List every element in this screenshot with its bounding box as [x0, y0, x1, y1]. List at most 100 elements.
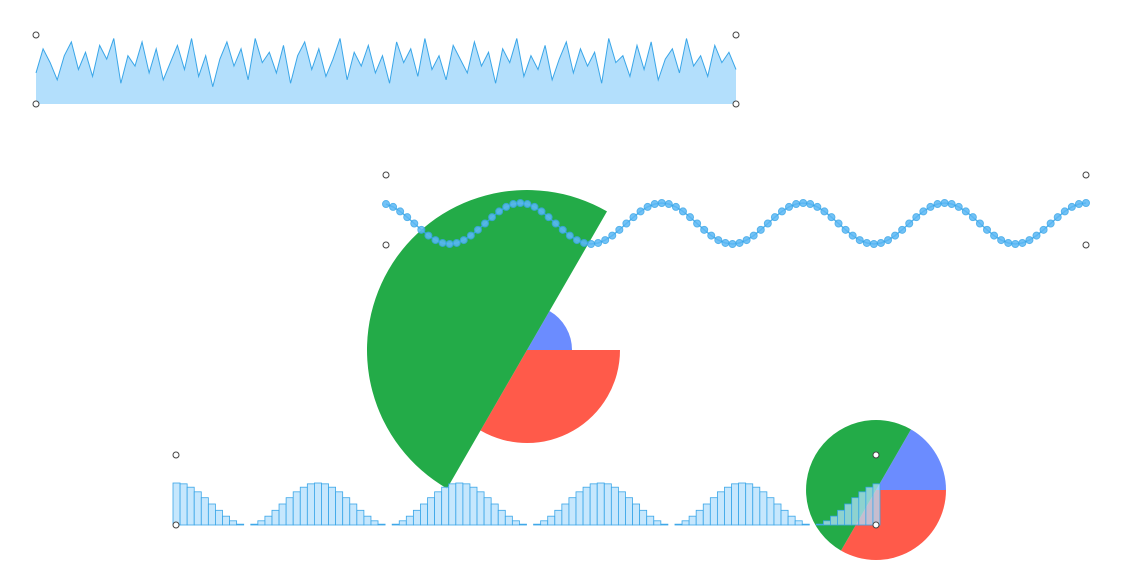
marker	[516, 199, 525, 207]
bar	[321, 483, 329, 526]
marker	[940, 199, 949, 207]
marker	[1074, 200, 1083, 209]
bar	[759, 491, 768, 526]
bar	[872, 483, 881, 526]
bar	[745, 483, 754, 526]
handle[interactable]	[32, 31, 40, 39]
marker	[770, 213, 779, 222]
marker	[848, 231, 857, 240]
bar	[603, 483, 612, 526]
bar	[766, 497, 775, 526]
bar	[264, 515, 273, 526]
bar	[363, 515, 372, 526]
bar	[420, 503, 428, 526]
bar	[589, 483, 598, 526]
marker	[997, 236, 1006, 245]
marker	[629, 213, 638, 222]
bar	[179, 483, 188, 526]
marker	[983, 225, 992, 234]
marker	[686, 213, 695, 222]
marker	[968, 213, 977, 222]
marker	[488, 213, 497, 222]
bar	[618, 491, 626, 526]
bar	[837, 509, 846, 526]
handle[interactable]	[872, 521, 880, 529]
bar	[752, 486, 761, 526]
bar	[625, 497, 633, 526]
marker	[424, 231, 433, 240]
marker	[862, 238, 871, 247]
bar	[313, 482, 322, 526]
bar	[405, 515, 414, 526]
bar	[462, 483, 471, 526]
marker	[565, 231, 574, 240]
handle[interactable]	[732, 100, 740, 108]
marker	[728, 240, 737, 248]
marker	[643, 202, 652, 211]
marker	[707, 231, 716, 240]
bar	[497, 509, 506, 526]
handle[interactable]	[732, 31, 740, 39]
marker	[834, 219, 843, 228]
bar	[610, 486, 619, 526]
marker	[700, 225, 709, 234]
marker	[1018, 238, 1027, 247]
marker	[876, 238, 885, 247]
bar	[483, 497, 492, 526]
bar	[815, 523, 824, 526]
bar	[172, 482, 181, 526]
marker	[841, 225, 850, 234]
marker	[1060, 207, 1069, 216]
bar	[271, 509, 280, 526]
handle[interactable]	[872, 451, 880, 459]
marker	[905, 219, 914, 228]
bar	[469, 486, 478, 526]
marker	[671, 202, 680, 211]
handle[interactable]	[382, 241, 390, 249]
marker	[827, 213, 836, 222]
marker	[445, 240, 454, 248]
bar	[780, 509, 789, 526]
bar	[794, 520, 803, 526]
handle[interactable]	[1082, 241, 1090, 249]
marker	[714, 236, 723, 245]
marker	[1025, 236, 1034, 245]
bar	[250, 523, 259, 526]
bar	[547, 515, 556, 526]
handle[interactable]	[172, 451, 180, 459]
bar	[328, 486, 337, 526]
marker	[389, 202, 398, 211]
marker	[502, 202, 511, 211]
bar	[844, 503, 853, 526]
bar	[554, 509, 563, 526]
marker	[650, 200, 659, 209]
bar	[801, 523, 810, 526]
bar	[412, 509, 421, 526]
marker	[954, 202, 963, 211]
marker	[608, 231, 617, 240]
marker	[742, 236, 751, 245]
marker	[735, 238, 744, 247]
marker	[615, 225, 624, 234]
bar	[702, 503, 711, 526]
handle[interactable]	[1082, 171, 1090, 179]
bar	[858, 491, 867, 526]
marker	[530, 202, 539, 211]
handle[interactable]	[172, 521, 180, 529]
bar	[504, 515, 513, 526]
marker	[544, 213, 553, 222]
handle[interactable]	[382, 171, 390, 179]
bar	[660, 523, 669, 526]
marker	[657, 199, 666, 207]
marker	[806, 200, 815, 209]
bar	[236, 523, 245, 526]
bar	[377, 523, 386, 526]
handle[interactable]	[32, 100, 40, 108]
marker	[961, 207, 970, 216]
bar	[632, 503, 641, 526]
bar	[695, 509, 704, 526]
bar	[257, 520, 266, 526]
bar	[229, 520, 238, 526]
bar	[306, 483, 315, 526]
